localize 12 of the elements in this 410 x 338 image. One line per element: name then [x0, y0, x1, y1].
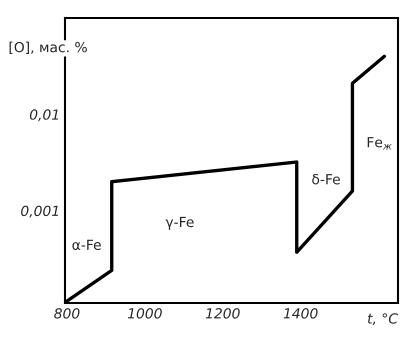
annotation: α-Fe: [72, 240, 101, 250]
x-axis-title: t, °C: [368, 313, 398, 326]
y-tick-label: 0,01: [30, 109, 58, 122]
y-tick-label: 0,001: [21, 206, 58, 218]
annotation: δ-Fe: [312, 174, 340, 184]
x-tick-label: 1400: [284, 308, 318, 319]
annotation: Fe$_{ж}$: [368, 137, 392, 150]
y-axis-title: [O], мас. %: [10, 42, 87, 54]
x-tick-label: 800: [54, 308, 80, 319]
x-tick-label: 1200: [206, 308, 240, 319]
annotation: γ-Fe: [166, 216, 194, 230]
x-tick-label: 1000: [128, 308, 162, 319]
